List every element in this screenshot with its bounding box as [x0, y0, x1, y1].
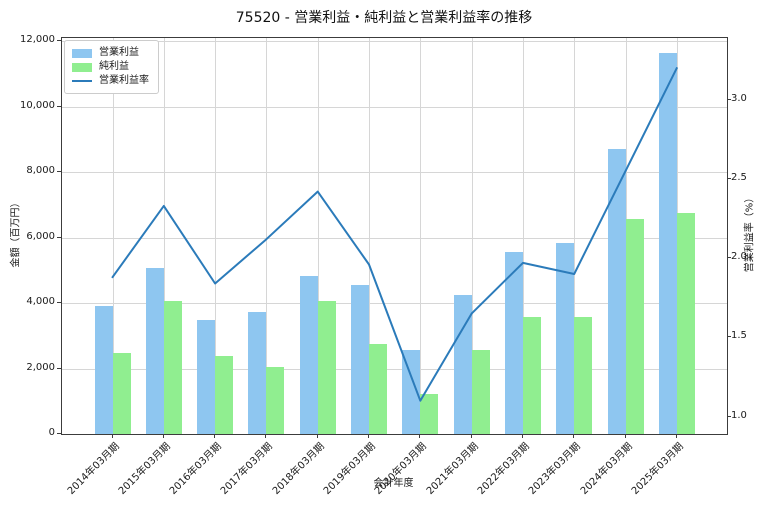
- legend-label: 純利益: [99, 61, 129, 72]
- bar-operating-profit: [607, 149, 626, 434]
- bar-net-profit: [215, 356, 234, 434]
- bar-operating-profit: [504, 251, 523, 434]
- y-tick-label-left: 8,000: [26, 165, 55, 177]
- x-tickmark: [521, 434, 523, 438]
- bar-operating-profit: [453, 294, 472, 434]
- legend-item: 営業利益: [72, 46, 149, 60]
- y-tickmark-right: [727, 98, 731, 100]
- x-tickmark: [675, 434, 677, 438]
- h-gridline: [62, 172, 727, 174]
- bar-operating-profit: [351, 284, 369, 434]
- y-tick-label-left: 6,000: [26, 230, 55, 242]
- v-gridline: [369, 38, 370, 434]
- y-tickmark-left: [57, 367, 61, 369]
- v-gridline: [574, 38, 576, 434]
- bar-net-profit: [317, 301, 336, 434]
- x-axis-title: 会計年度: [373, 478, 414, 489]
- y-tickmark-left: [57, 171, 61, 173]
- bar-net-profit: [625, 219, 644, 434]
- v-gridline: [112, 38, 114, 434]
- y-tick-label-left: 2,000: [26, 361, 55, 373]
- y-tick-label-right: 1.0: [731, 409, 747, 421]
- bar-net-profit: [574, 317, 593, 434]
- v-gridline: [266, 38, 268, 434]
- y-tickmark-left: [57, 40, 61, 42]
- plot-area: [61, 37, 728, 435]
- x-tickmark: [111, 434, 113, 438]
- bar-operating-profit: [94, 306, 113, 434]
- y-tickmark-left: [57, 433, 61, 434]
- y-tickmark-left: [57, 105, 61, 107]
- y-tick-label-left: 10,000: [20, 99, 55, 111]
- legend-line-swatch-icon: [72, 80, 92, 82]
- y-tickmark-right: [727, 177, 731, 179]
- bar-operating-profit: [299, 276, 318, 434]
- x-tickmark: [573, 434, 575, 438]
- bar-net-profit: [420, 393, 439, 434]
- bar-operating-profit: [197, 320, 216, 434]
- y-tickmark-right: [727, 415, 731, 417]
- y-axis-left-title: 金額（百万円）: [10, 197, 22, 268]
- legend: 営業利益純利益営業利益率: [64, 40, 159, 94]
- profit-margin-line: [111, 67, 678, 402]
- y-tick-label-right: 2.0: [731, 251, 747, 263]
- x-tickmark: [470, 434, 472, 438]
- x-tickmark: [214, 434, 216, 438]
- legend-item: 純利益: [72, 60, 149, 74]
- x-tickmark: [265, 434, 267, 438]
- y-tick-label-left: 12,000: [20, 34, 55, 46]
- x-tickmark: [316, 434, 318, 438]
- y-tick-label-left: 4,000: [26, 296, 55, 308]
- legend-bar-swatch-icon: [72, 62, 92, 72]
- bar-net-profit: [522, 317, 541, 434]
- bar-net-profit: [471, 349, 490, 434]
- bar-net-profit: [163, 301, 182, 434]
- bar-net-profit: [676, 213, 695, 434]
- y-tickmark-right: [727, 336, 731, 338]
- y-tick-label-right: 1.5: [731, 330, 747, 342]
- y-tick-label-right: 3.0: [731, 92, 747, 104]
- x-tickmark: [419, 434, 421, 438]
- y-tickmark-left: [57, 236, 61, 238]
- bar-operating-profit: [248, 311, 267, 434]
- v-gridline: [163, 38, 165, 434]
- bar-net-profit: [369, 343, 387, 434]
- chart-title: 75520 - 営業利益・純利益と営業利益率の推移: [235, 10, 533, 26]
- bar-net-profit: [266, 367, 285, 434]
- legend-item: 営業利益率: [72, 74, 149, 88]
- v-gridline: [420, 38, 422, 434]
- y-tick-label-left: 0: [48, 427, 55, 438]
- h-gridline: [62, 106, 727, 108]
- legend-label: 営業利益率: [99, 75, 149, 86]
- y-axis-right-title: 営業利益率（%）: [744, 192, 756, 273]
- x-tickmark: [368, 434, 369, 438]
- y-tickmark-left: [57, 302, 61, 304]
- bar-operating-profit: [556, 243, 575, 434]
- v-gridline: [317, 38, 319, 434]
- bar-net-profit: [112, 353, 131, 434]
- h-gridline: [62, 368, 727, 370]
- h-gridline: [62, 303, 727, 305]
- v-gridline: [471, 38, 473, 434]
- v-gridline: [522, 38, 524, 434]
- h-gridline: [62, 237, 727, 239]
- legend-bar-swatch-icon: [72, 48, 92, 58]
- bar-operating-profit: [658, 52, 677, 434]
- y-tick-label-right: 2.5: [731, 171, 747, 183]
- bar-operating-profit: [402, 349, 421, 434]
- y-tickmark-right: [727, 257, 731, 259]
- profit-margin-polyline: [111, 67, 678, 402]
- h-gridline: [62, 41, 727, 43]
- v-gridline: [215, 38, 217, 434]
- bar-operating-profit: [145, 268, 164, 434]
- x-tickmark: [162, 434, 164, 438]
- x-tickmark: [624, 434, 626, 438]
- legend-label: 営業利益: [99, 47, 139, 58]
